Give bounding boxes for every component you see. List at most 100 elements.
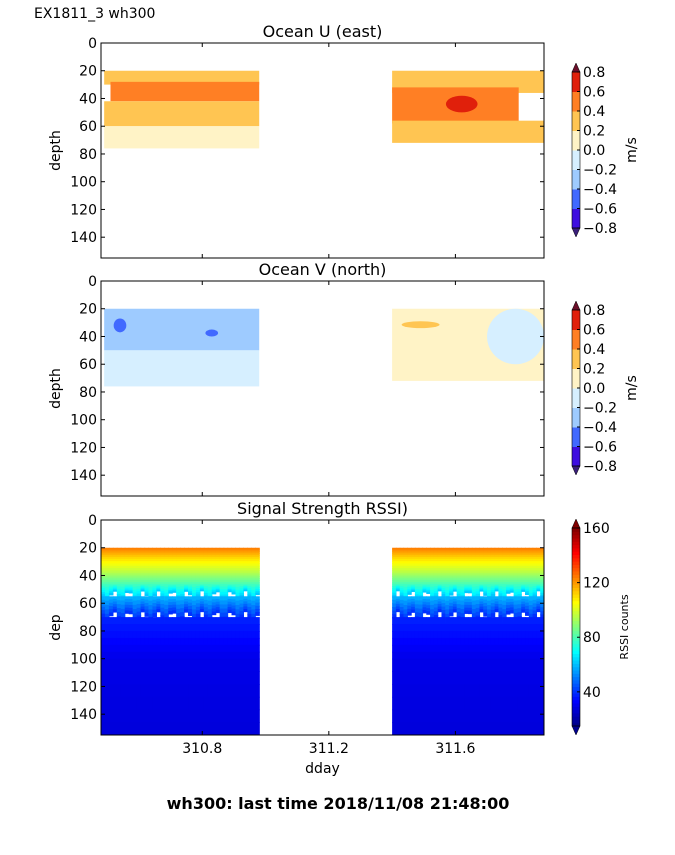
heatmap-cell xyxy=(426,556,431,560)
heatmap-cell xyxy=(407,558,412,562)
heatmap-cell xyxy=(475,555,481,558)
heatmap-cell xyxy=(392,561,397,565)
heatmap-cell xyxy=(456,555,462,558)
heatmap-cell xyxy=(247,585,252,589)
heatmap-cell xyxy=(251,578,256,581)
heatmap-cell xyxy=(211,608,217,613)
heatmap-cell xyxy=(255,596,260,601)
heatmap-cell xyxy=(195,592,201,595)
heatmap-cell xyxy=(160,588,165,592)
heatmap-cell xyxy=(223,555,229,558)
heatmap-cell xyxy=(124,684,130,698)
heatmap-cell xyxy=(468,556,473,560)
heatmap-cell xyxy=(172,722,177,735)
heatmap-cell xyxy=(231,671,237,685)
y-tick-label: 80 xyxy=(79,624,97,640)
heatmap-cell xyxy=(426,605,431,609)
heatmap-cell xyxy=(426,558,431,562)
heatmap-cell xyxy=(227,598,233,603)
heatmap-cell xyxy=(437,596,443,600)
heatmap-cell xyxy=(426,590,431,593)
heatmap-cell xyxy=(441,592,446,595)
heatmap-cell xyxy=(487,580,492,583)
heatmap-cell xyxy=(108,617,114,625)
heatmap-cell xyxy=(120,578,126,581)
heatmap-cell xyxy=(136,684,142,698)
heatmap-cell xyxy=(140,584,146,587)
heatmap-cell xyxy=(144,587,150,591)
heatmap-cell xyxy=(164,561,169,565)
heatmap-cell xyxy=(418,551,424,554)
heatmap-cell xyxy=(464,572,469,576)
heatmap-cell xyxy=(160,553,165,556)
heatmap-cell xyxy=(445,570,450,574)
heatmap-cell xyxy=(184,604,189,608)
heatmap-cell xyxy=(223,594,229,598)
heatmap-cell xyxy=(116,568,122,571)
heatmap-cell xyxy=(156,606,161,610)
heatmap-cell xyxy=(148,586,154,591)
heatmap-cell xyxy=(483,630,488,639)
heatmap-cell xyxy=(207,580,213,583)
heatmap-cell xyxy=(468,671,473,685)
heatmap-cell xyxy=(456,600,462,605)
heatmap-cell xyxy=(112,604,118,608)
heatmap-cell xyxy=(156,574,161,578)
heatmap-cell xyxy=(191,637,197,646)
heatmap-cell xyxy=(452,589,458,592)
heatmap-cell xyxy=(502,572,507,576)
heatmap-cell xyxy=(211,580,217,583)
heatmap-cell xyxy=(120,604,126,610)
heatmap-cell xyxy=(211,568,217,571)
heatmap-cell xyxy=(120,547,126,551)
heatmap-cell xyxy=(211,617,217,625)
heatmap-cell xyxy=(433,568,439,571)
heatmap-cell xyxy=(395,580,401,583)
heatmap-cell xyxy=(203,572,209,576)
heatmap-cell xyxy=(168,696,173,711)
colorbar-label: RSSI counts xyxy=(618,594,631,659)
heatmap-cell xyxy=(411,558,416,562)
heatmap-cell xyxy=(108,553,114,556)
heatmap-cell xyxy=(540,586,544,589)
heatmap-cell xyxy=(112,658,118,673)
heatmap-cell xyxy=(471,568,477,571)
heatmap-cell xyxy=(164,609,169,615)
heatmap-cell xyxy=(156,551,161,554)
heatmap-cell xyxy=(235,651,241,660)
heatmap-cell xyxy=(449,580,454,583)
heatmap-cell xyxy=(456,581,462,585)
heatmap-cell xyxy=(536,596,541,600)
heatmap-cell xyxy=(513,589,519,593)
heatmap-cell xyxy=(108,558,114,562)
heatmap-cell xyxy=(180,600,185,605)
heatmap-cell xyxy=(239,558,244,562)
heatmap-cell xyxy=(452,563,458,567)
y-tick-label: 120 xyxy=(70,440,97,456)
heatmap-cell xyxy=(211,696,217,711)
heatmap-cell xyxy=(172,572,177,576)
heatmap-cell xyxy=(483,709,488,723)
heatmap-cell xyxy=(184,576,189,579)
heatmap-cell xyxy=(140,658,146,673)
heatmap-cell xyxy=(525,587,530,590)
heatmap-cell xyxy=(219,553,225,556)
heatmap-cell xyxy=(231,599,237,604)
heatmap-cell xyxy=(506,581,511,585)
heatmap-cell xyxy=(411,572,416,576)
heatmap-cell xyxy=(528,596,534,602)
contour-region xyxy=(401,321,440,329)
heatmap-cell xyxy=(203,651,209,660)
heatmap-cell xyxy=(475,604,481,609)
heatmap-cell xyxy=(506,549,511,553)
heatmap-cell xyxy=(184,578,189,581)
heatmap-cell xyxy=(152,587,157,591)
heatmap-cell xyxy=(215,598,221,603)
heatmap-cell xyxy=(392,603,397,608)
heatmap-cell xyxy=(475,709,481,723)
heatmap-cell xyxy=(180,651,185,660)
heatmap-cell xyxy=(449,563,454,567)
heatmap-cell xyxy=(231,555,237,558)
heatmap-cell xyxy=(215,555,221,558)
heatmap-cell xyxy=(247,570,252,574)
